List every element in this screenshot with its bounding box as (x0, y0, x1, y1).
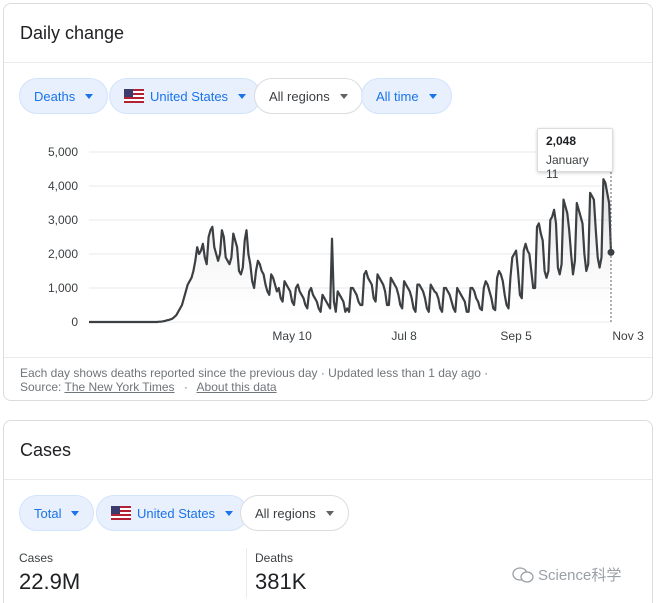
y-tick-label: 5,000 (48, 145, 78, 159)
chart-tooltip: 2,048 January 11 (537, 128, 613, 181)
x-tick-label: May 10 (272, 329, 312, 343)
cases-metric-label: Total (34, 505, 62, 521)
cases-card: Cases Total United States All regions Ca… (3, 420, 653, 603)
us-flag-icon (124, 89, 144, 103)
metric-dropdown-label: Deaths (34, 88, 76, 104)
y-tick-label: 4,000 (48, 179, 78, 193)
chevron-down-icon (325, 510, 334, 516)
region-dropdown[interactable]: All regions (254, 78, 363, 114)
y-tick-label: 3,000 (48, 213, 78, 227)
watermark: Science科学 (512, 564, 621, 585)
stat-deaths: Deaths 381K (255, 551, 306, 595)
stat-deaths-value: 381K (255, 569, 307, 594)
chevron-down-icon (339, 93, 348, 99)
daily-change-card: Daily change Deaths United States All re… (3, 3, 653, 401)
country-dropdown[interactable]: United States (109, 78, 262, 114)
daily-deaths-chart[interactable]: 0 1,000 2,000 3,000 4,000 5,000 May 10 Jul 8 Sep… (4, 4, 652, 354)
stat-cases-label: Cases (19, 551, 54, 565)
y-tick-label: 2,000 (48, 247, 78, 261)
footnote-separator: · (183, 380, 188, 394)
chevron-down-icon (238, 93, 247, 99)
source-line: Source: The New York Times · About this … (20, 380, 277, 394)
series-line (89, 178, 613, 324)
us-flag-icon (111, 506, 131, 520)
stat-cases-value: 22.9M (19, 569, 81, 594)
y-tick-label: 1,000 (48, 281, 78, 295)
stat-deaths-label: Deaths (255, 551, 294, 565)
stat-cases: Cases 22.9M (19, 551, 80, 595)
cases-country-dropdown[interactable]: United States (96, 495, 249, 531)
chevron-down-icon (428, 93, 437, 99)
tooltip-value: 2,048 (546, 134, 577, 148)
y-tick-label: 0 (71, 315, 78, 329)
region-dropdown-label: All regions (269, 88, 330, 104)
source-link[interactable]: The New York Times (64, 380, 175, 394)
title-divider (4, 62, 652, 63)
chart-divider (4, 357, 652, 358)
chevron-down-icon (225, 510, 234, 516)
cases-title: Cases (20, 440, 72, 460)
time-range-dropdown[interactable]: All time (361, 78, 452, 114)
metric-dropdown[interactable]: Deaths (19, 78, 109, 114)
daily-change-title: Daily change (20, 23, 125, 43)
series-area (89, 179, 611, 322)
cases-region-dropdown[interactable]: All regions (240, 495, 349, 531)
chevron-down-icon (85, 93, 94, 99)
stat-divider (246, 548, 247, 598)
x-tick-label: Jul 8 (391, 329, 417, 343)
source-label: Source: (20, 380, 62, 394)
cases-region-label: All regions (255, 505, 316, 521)
wechat-icon (512, 566, 534, 583)
cases-country-label: United States (137, 505, 216, 521)
about-data-link[interactable]: About this data (196, 380, 277, 394)
tooltip-date: January 11 (546, 153, 589, 181)
cases-title-divider (4, 479, 652, 480)
watermark-text: Science科学 (538, 567, 622, 584)
x-tick-label: Sep 5 (500, 329, 532, 343)
x-tick-label: Nov 3 (612, 329, 644, 343)
cases-metric-dropdown[interactable]: Total (19, 495, 95, 531)
chevron-down-icon (71, 510, 80, 516)
chart-footnote: Each day shows deaths reported since the… (20, 366, 489, 380)
country-dropdown-label: United States (150, 88, 229, 104)
hover-point (607, 248, 615, 256)
time-range-dropdown-label: All time (376, 88, 419, 104)
